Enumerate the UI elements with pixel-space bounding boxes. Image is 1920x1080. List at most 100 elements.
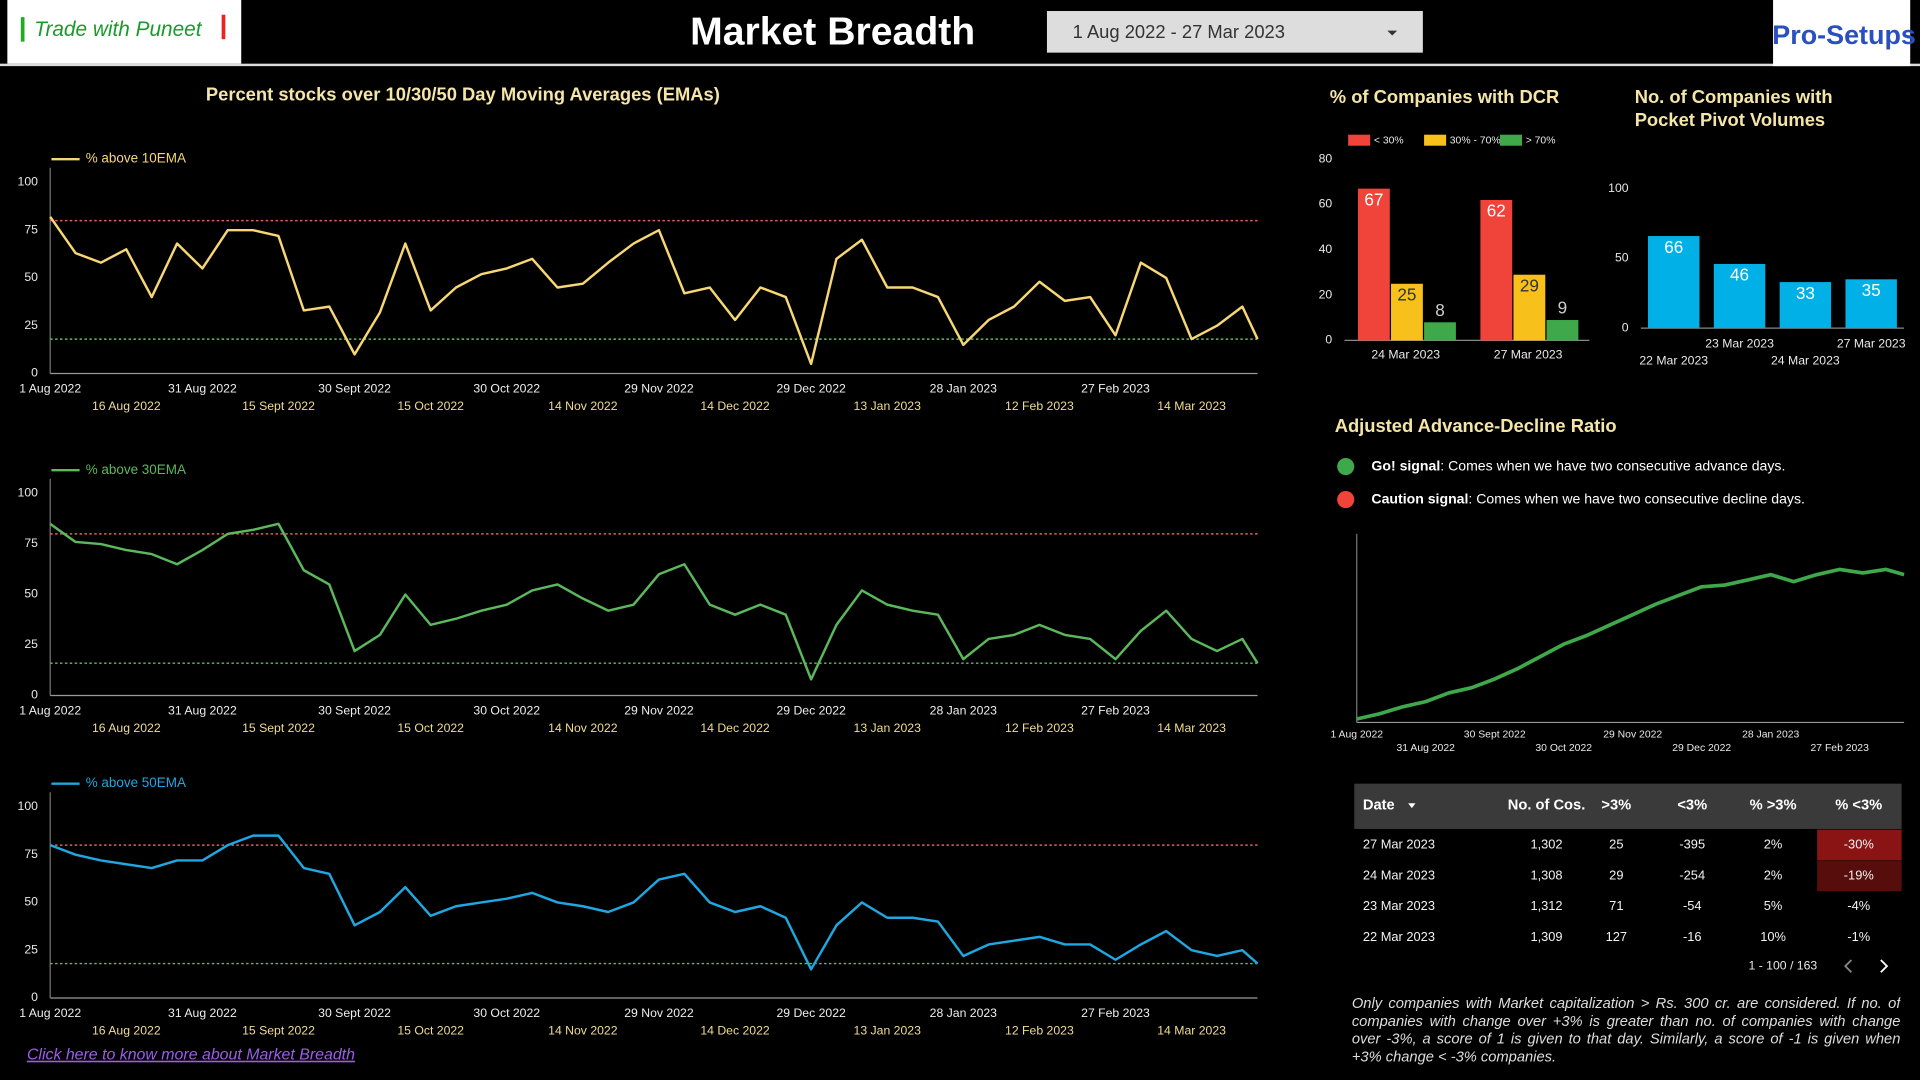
column-header: <3% <box>1677 798 1707 814</box>
x-tick-label: 23 Mar 2023 <box>1705 336 1774 350</box>
x-tick-label: 27 Mar 2023 <box>1494 347 1563 361</box>
x-tick-label: 15 Oct 2022 <box>397 1023 464 1037</box>
table-cell: 2% <box>1764 836 1783 851</box>
x-tick-label: 14 Dec 2022 <box>700 1023 770 1037</box>
legend-swatch <box>1500 134 1523 146</box>
date-dropdown[interactable] <box>1046 11 1423 53</box>
x-tick-label: 16 Aug 2022 <box>92 721 161 735</box>
x-tick-label: 30 Oct 2022 <box>473 1006 540 1020</box>
table-cell: 23 Mar 2023 <box>1363 898 1435 913</box>
right-logo: Pro-Setups <box>1772 20 1916 50</box>
legend-label: Caution signal <box>1371 490 1468 506</box>
x-tick-label: 29 Nov 2022 <box>624 382 694 396</box>
y-tick-label: 75 <box>24 222 38 236</box>
table-cell: -1% <box>1847 929 1870 944</box>
legend-text: Caution signal: Comes when we have two c… <box>1371 490 1805 506</box>
x-tick-label: 14 Nov 2022 <box>548 399 618 413</box>
value-label: 66 <box>1664 237 1683 257</box>
table-cell: 1,308 <box>1530 867 1562 882</box>
info-link[interactable]: Click here to know more about Market Bre… <box>27 1047 355 1064</box>
header-rule <box>0 63 1920 67</box>
next-page[interactable] <box>1880 959 1889 973</box>
data-line <box>49 522 1259 681</box>
x-tick-label: 30 Oct 2022 <box>473 704 540 718</box>
x-tick-label: 24 Mar 2023 <box>1771 353 1840 367</box>
x-tick-label: 29 Dec 2022 <box>776 382 846 396</box>
y-tick-label: 100 <box>1608 181 1629 195</box>
y-tick-label: 80 <box>1319 151 1333 165</box>
legend-label: % above 30EMA <box>86 462 186 477</box>
table-cell: 2% <box>1764 867 1783 882</box>
bar <box>1480 199 1513 341</box>
bar <box>1513 274 1546 341</box>
sort-arrow[interactable] <box>1408 803 1416 809</box>
y-tick-label: 50 <box>24 895 38 909</box>
legend-swatch <box>1424 134 1447 146</box>
legend-label: 30% - 70% <box>1450 136 1501 147</box>
y-tick-label: 60 <box>1319 197 1333 211</box>
x-tick-label: 15 Oct 2022 <box>397 399 464 413</box>
table-cell: 24 Mar 2023 <box>1363 867 1435 882</box>
bar <box>1546 320 1579 341</box>
legend-label: < 30% <box>1374 136 1404 147</box>
x-tick-label: 16 Aug 2022 <box>92 1023 161 1037</box>
y-tick-label: 0 <box>1622 320 1629 334</box>
page-title: Market Breadth <box>690 11 975 54</box>
y-tick-label: 0 <box>1325 333 1332 347</box>
x-tick-label: 30 Oct 2022 <box>1535 743 1592 754</box>
x-tick-label: 29 Dec 2022 <box>776 1006 846 1020</box>
x-tick-label: 14 Mar 2023 <box>1157 399 1226 413</box>
legend-dot <box>1337 457 1355 476</box>
x-tick-label: 15 Sept 2022 <box>242 1023 315 1037</box>
bar <box>1424 322 1456 341</box>
x-tick-label: 31 Aug 2022 <box>1397 743 1456 754</box>
date-range[interactable]: 1 Aug 2022 - 27 Mar 2023 <box>1073 21 1285 42</box>
value-label: 25 <box>1397 285 1416 305</box>
x-tick-label: 12 Feb 2023 <box>1005 1023 1074 1037</box>
y-tick-label: 100 <box>18 486 39 500</box>
y-tick-label: 75 <box>24 847 38 861</box>
y-tick-label: 0 <box>31 366 38 380</box>
legend-dot <box>1337 491 1355 509</box>
dropdown-arrow[interactable] <box>1387 30 1398 36</box>
heat-cell <box>1817 860 1902 892</box>
prev-page[interactable] <box>1844 959 1853 973</box>
x-tick-label: 12 Feb 2023 <box>1005 399 1074 413</box>
column-header[interactable]: Date <box>1363 798 1395 814</box>
column-header: >3% <box>1601 798 1631 814</box>
x-tick-label: 29 Nov 2022 <box>1603 729 1662 740</box>
x-tick-label: 31 Aug 2022 <box>168 1006 237 1020</box>
x-tick-label: 1 Aug 2022 <box>19 1006 81 1020</box>
x-tick-label: 27 Feb 2023 <box>1081 382 1150 396</box>
table-cell: -54 <box>1683 898 1702 913</box>
x-tick-label: 27 Feb 2023 <box>1081 1006 1150 1020</box>
x-tick-label: 27 Feb 2023 <box>1811 743 1870 754</box>
value-label: 9 <box>1558 298 1568 318</box>
y-tick-label: 25 <box>24 942 38 956</box>
y-tick-label: 50 <box>24 587 38 601</box>
column-header: % >3% <box>1750 798 1797 814</box>
legend-desc: : Comes when we have two consecutive dec… <box>1468 490 1805 506</box>
x-tick-label: 30 Sept 2022 <box>1464 729 1526 740</box>
pagination: 1 - 100 / 163 <box>1749 958 1818 972</box>
x-tick-label: 16 Aug 2022 <box>92 399 161 413</box>
legend-label: > 70% <box>1526 136 1556 147</box>
x-tick-label: 14 Dec 2022 <box>700 399 770 413</box>
brand-box <box>7 0 242 64</box>
x-tick-label: 30 Sept 2022 <box>318 704 391 718</box>
value-label: 35 <box>1862 280 1881 300</box>
x-tick-label: 28 Jan 2023 <box>930 704 998 718</box>
bar <box>1357 188 1390 341</box>
x-tick-label: 14 Nov 2022 <box>548 721 618 735</box>
table-cell: 22 Mar 2023 <box>1363 929 1435 944</box>
heat-cell <box>1817 829 1902 861</box>
x-tick-label: 28 Jan 2023 <box>1742 729 1799 740</box>
value-label: 67 <box>1364 189 1383 209</box>
table-cell: 25 <box>1609 836 1623 851</box>
legend-label: % above 50EMA <box>86 775 186 790</box>
footnote-box: Only companies with Market capitalizatio… <box>1352 994 1901 1064</box>
x-tick-label: 15 Oct 2022 <box>397 721 464 735</box>
x-tick-label: 15 Sept 2022 <box>242 721 315 735</box>
